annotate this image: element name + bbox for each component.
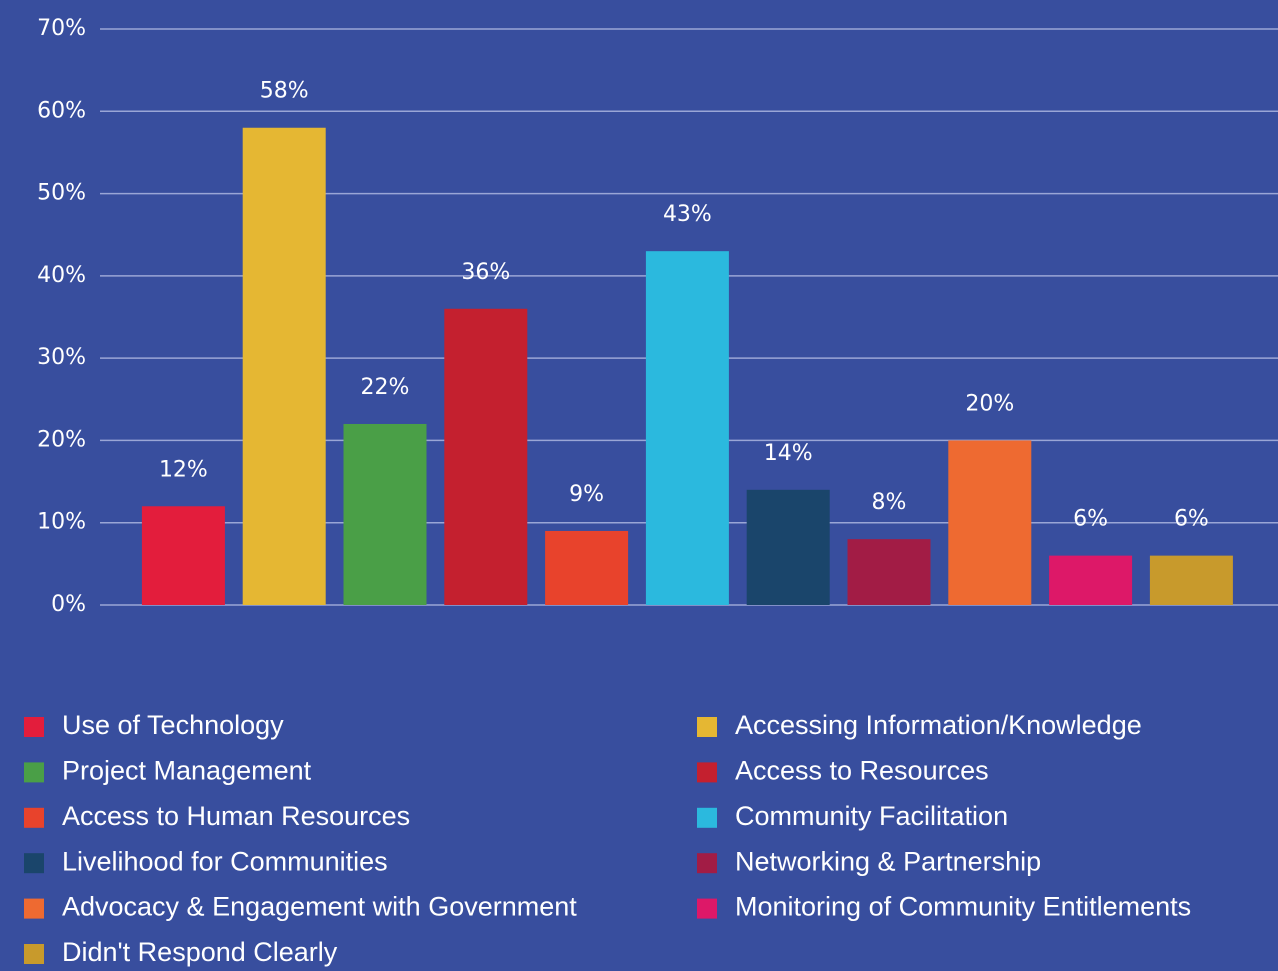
value-label: 6% [1073,507,1108,532]
legend-label: Advocacy & Engagement with Government [62,892,577,922]
y-tick-label: 60% [37,98,86,123]
value-label: 9% [569,482,604,507]
legend-swatch [697,717,717,737]
legend-label: Access to Resources [735,756,989,786]
legend-swatch [697,807,717,828]
bar [645,251,729,605]
legend-swatch [24,717,44,737]
legend-swatch [697,762,717,783]
legend-label: Accessing Information/Knowledge [735,710,1142,740]
legend-swatch [24,898,44,919]
value-label: 6% [1174,507,1209,532]
y-tick-label: 70% [37,16,86,41]
value-label: 12% [159,457,208,482]
legend-label: Livelihood for Communities [62,846,388,876]
bar [444,308,528,605]
y-tick-label: 30% [37,345,86,370]
legend-swatch [24,853,44,874]
bar [545,530,629,605]
y-tick-label: 10% [37,510,86,535]
legend-label: Use of Technology [62,710,284,740]
legend-label: Community Facilitation [735,801,1008,831]
bar [343,423,427,605]
value-label: 36% [461,260,510,285]
y-tick-label: 20% [37,427,86,452]
bar [242,127,326,605]
bar [948,440,1032,605]
y-tick-label: 0% [51,592,86,617]
value-label: 14% [764,441,813,466]
value-label: 20% [965,391,1014,416]
legend-label: Project Management [62,756,312,786]
legend-label: Access to Human Resources [62,801,410,831]
bar [1149,555,1233,605]
bar [1049,555,1133,605]
value-label: 58% [260,79,309,104]
legend-swatch [24,762,44,783]
y-tick-label: 50% [37,181,86,206]
legend-swatch [24,807,44,828]
legend-swatch [697,853,717,874]
value-label: 43% [663,202,712,227]
bar [141,506,225,605]
legend-swatch [24,944,44,964]
legend-swatch [697,898,717,919]
bar [746,489,830,605]
legend-label: Monitoring of Community Entitlements [735,892,1191,922]
bar [847,539,931,605]
legend-label: Networking & Partnership [735,846,1041,876]
value-label: 8% [872,490,907,515]
y-tick-label: 40% [37,263,86,288]
value-label: 22% [361,375,410,400]
legend-label: Didn't Respond Clearly [62,937,338,967]
